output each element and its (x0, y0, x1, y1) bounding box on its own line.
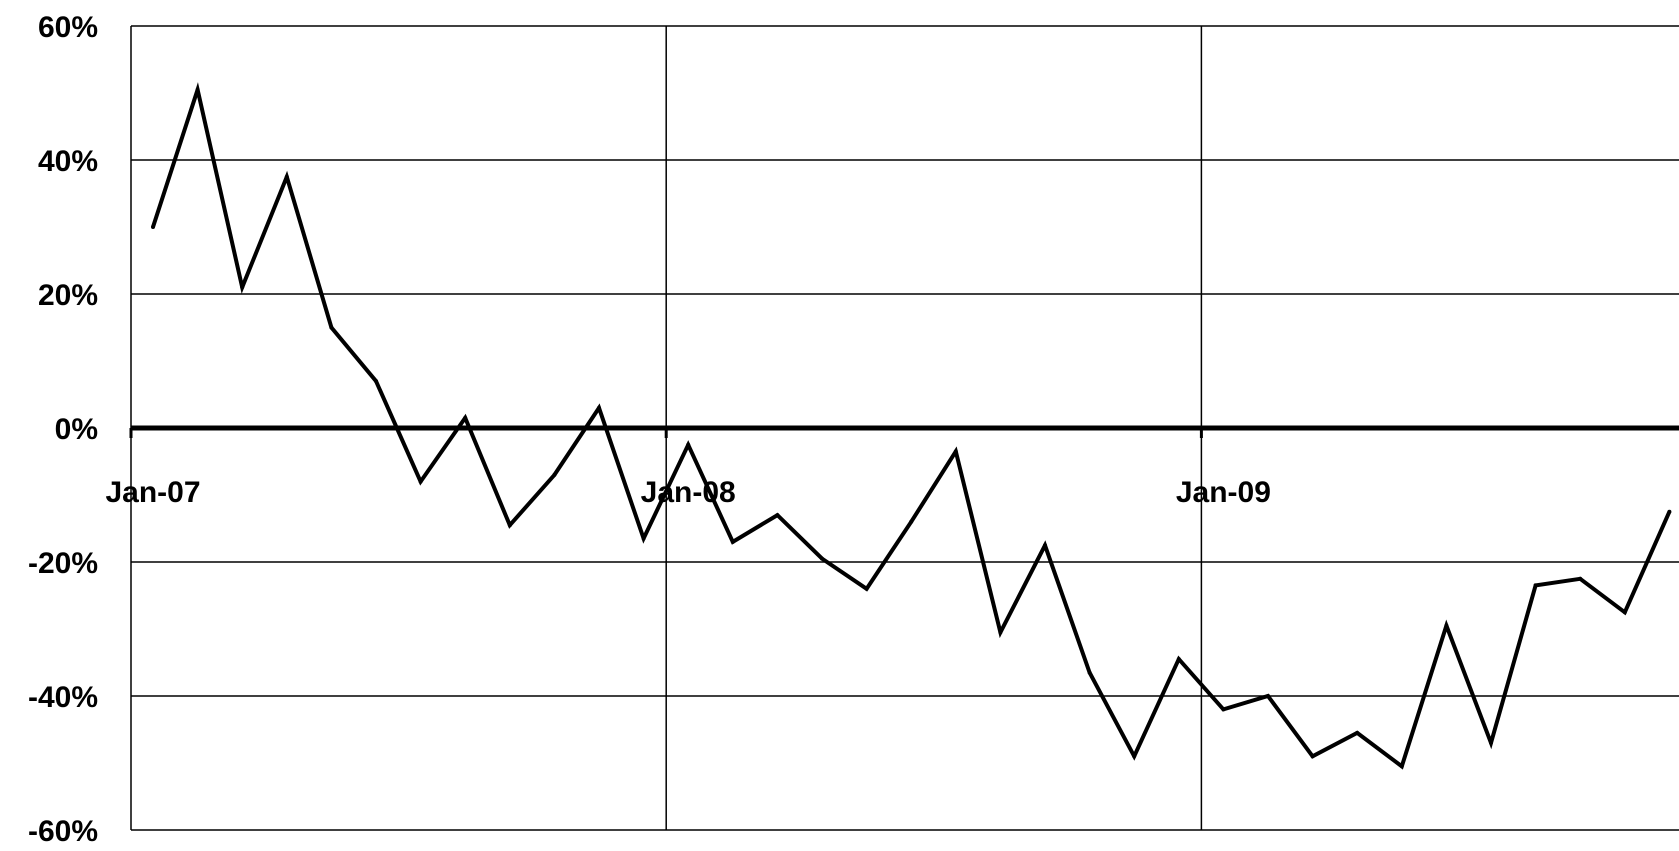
x-tick-label: Jan-09 (1176, 476, 1271, 509)
data-point (730, 539, 735, 544)
data-point (1622, 610, 1627, 615)
data-point (1176, 657, 1181, 662)
data-point (1310, 754, 1315, 759)
data-point (240, 285, 245, 290)
data-point (998, 630, 1003, 635)
data-point (284, 174, 289, 179)
y-tick-label: 0% (55, 413, 98, 446)
y-tick-label: 60% (38, 11, 98, 44)
data-point (374, 379, 378, 384)
data-point (552, 472, 557, 477)
x-axis-tick-labels: Jan-07 Jan-08 Jan-09 (105, 476, 1270, 509)
data-point (1043, 543, 1047, 548)
x-tick-label: Jan-07 (105, 476, 200, 509)
data-point (909, 519, 914, 524)
data-point (329, 325, 334, 330)
y-tick-label: -60% (28, 815, 98, 848)
data-point (1533, 583, 1538, 588)
data-point (1667, 509, 1672, 514)
data-point (775, 513, 780, 518)
data-point (953, 449, 958, 454)
y-tick-label: -40% (28, 681, 98, 714)
x-tick-label: Jan-08 (641, 476, 736, 509)
data-point (1489, 740, 1493, 745)
gridlines (129, 25, 1679, 831)
data-point (195, 87, 200, 92)
y-tick-label: -20% (28, 547, 98, 580)
data-point (1444, 623, 1449, 628)
data-point (820, 556, 824, 561)
data-point (507, 523, 512, 528)
data-point (151, 225, 155, 229)
data-series (151, 82, 1672, 770)
data-point (1266, 694, 1270, 698)
data-point (418, 479, 423, 484)
y-tick-label: 20% (38, 279, 98, 312)
y-tick-label: 40% (38, 145, 98, 178)
y-axis-tick-labels: 60% 40% 20% 0% -20% -40% -60% (28, 11, 98, 848)
data-point (1578, 576, 1583, 581)
data-point (1132, 754, 1137, 759)
data-point (1355, 730, 1360, 735)
data-point (597, 405, 601, 410)
data-point (641, 536, 646, 541)
data-point (864, 586, 869, 591)
data-point (463, 415, 468, 420)
data-point (686, 442, 691, 447)
data-point (1087, 670, 1092, 675)
data-point (1221, 707, 1226, 712)
data-point (1399, 764, 1404, 769)
